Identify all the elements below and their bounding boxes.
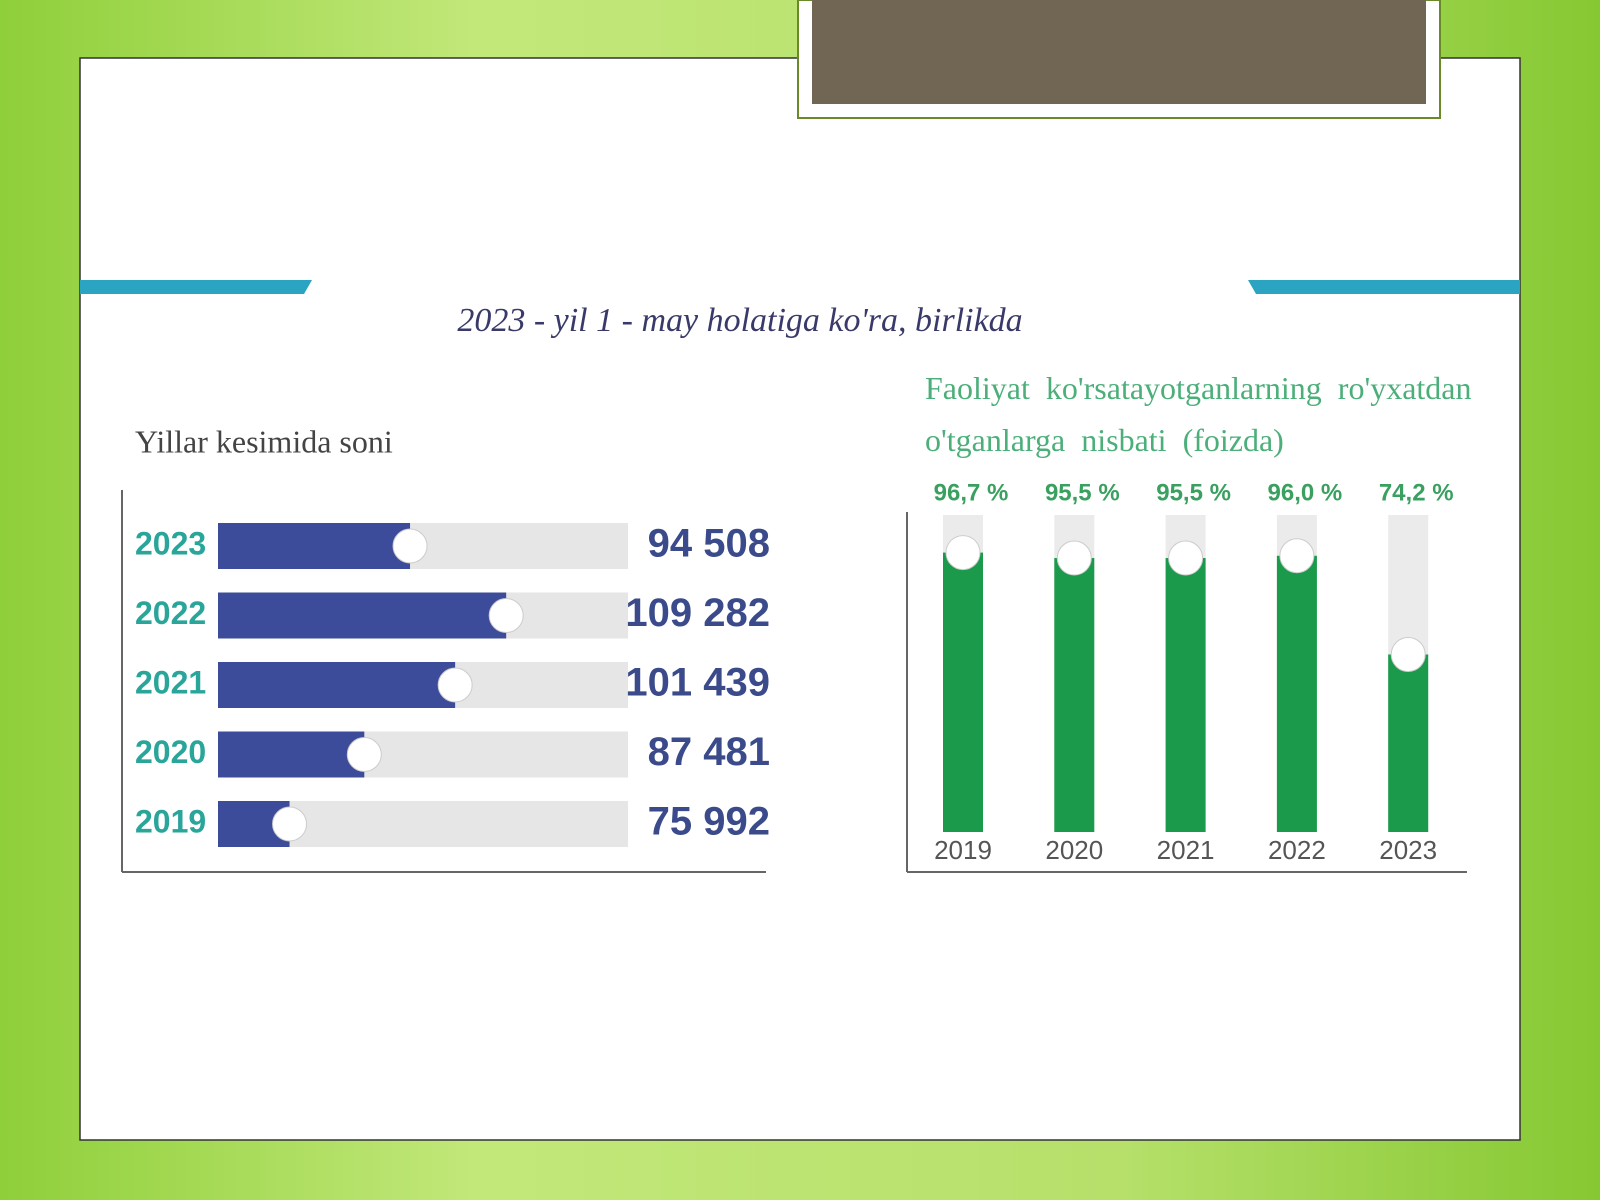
bar <box>218 592 507 639</box>
bar <box>1054 558 1095 832</box>
chart-title: Faoliyat ko'rsatayotganlarning ro'yxatda… <box>925 370 1472 458</box>
knob <box>945 535 981 571</box>
value-label: 101 439 <box>625 661 770 705</box>
x-tick-label: 2022 <box>1268 835 1326 865</box>
y-tick-label: 2022 <box>135 595 206 631</box>
bar <box>218 523 411 569</box>
bar <box>1388 654 1429 832</box>
caption: 2023 - yil 1 - may holatiga ko'ra, birli… <box>457 302 1022 339</box>
accent <box>80 280 312 294</box>
bar <box>1165 558 1206 832</box>
knob <box>346 737 382 772</box>
y-tick-label: 2020 <box>135 734 206 770</box>
knob <box>1390 636 1426 672</box>
bar <box>943 552 983 832</box>
bar <box>1276 555 1317 832</box>
knob <box>1168 540 1204 576</box>
value-label: 96,0 % <box>1268 479 1343 506</box>
x-tick-label: 2020 <box>1045 835 1103 865</box>
value-label: 95,5 % <box>1156 479 1231 506</box>
value-label: 87 481 <box>648 730 770 774</box>
y-tick-label: 2023 <box>135 525 206 561</box>
value-label: 94 508 <box>648 522 770 566</box>
knob <box>488 598 524 633</box>
value-label: 75 992 <box>648 800 770 844</box>
knob <box>437 667 473 703</box>
header-box <box>812 0 1426 104</box>
knob <box>1056 540 1092 576</box>
bar <box>218 662 456 708</box>
knob <box>1279 538 1315 574</box>
knob <box>272 806 308 842</box>
value-label: 95,5 % <box>1045 479 1120 506</box>
bar <box>218 731 365 778</box>
x-tick-label: 2019 <box>934 835 992 865</box>
x-tick-label: 2021 <box>1157 835 1215 865</box>
y-tick-label: 2019 <box>135 803 206 839</box>
y-tick-label: 2021 <box>135 664 206 700</box>
value-label: 74,2 % <box>1379 479 1454 506</box>
chart-title: Yillar kesimida soni <box>135 423 393 459</box>
value-label: 96,7 % <box>934 479 1009 506</box>
accent <box>1248 280 1520 294</box>
value-label: 109 282 <box>625 591 770 635</box>
x-tick-label: 2023 <box>1379 835 1437 865</box>
knob <box>392 528 428 564</box>
